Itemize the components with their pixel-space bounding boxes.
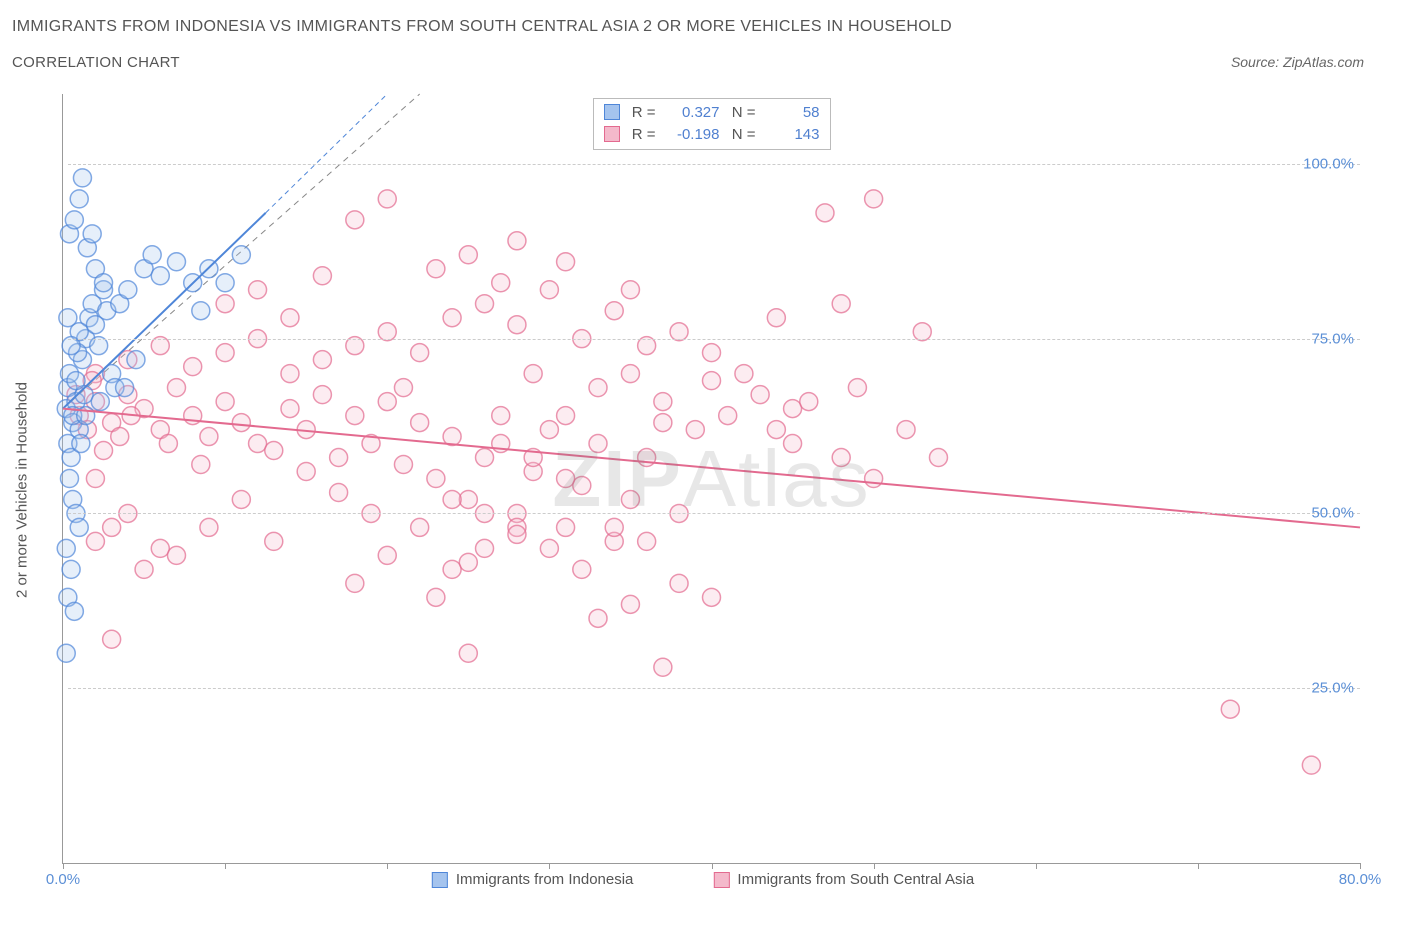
legend-label: Immigrants from South Central Asia (737, 871, 974, 888)
y-tick-label: 50.0% (1311, 505, 1354, 522)
r-value: 0.327 (664, 104, 720, 121)
legend-stat-row: R = 0.327 N = 58 (604, 101, 820, 123)
x-tick (225, 863, 226, 869)
x-tick (712, 863, 713, 869)
legend-swatch (432, 872, 448, 888)
correlation-legend: R = 0.327 N = 58 R = -0.198 N = 143 (593, 98, 831, 150)
x-tick-label: 80.0% (1339, 871, 1382, 888)
n-value: 58 (764, 104, 820, 121)
grid-line (68, 164, 1360, 165)
chart-source: Source: ZipAtlas.com (1231, 54, 1364, 70)
legend-swatch (713, 872, 729, 888)
legend-item: Immigrants from South Central Asia (713, 871, 974, 888)
chart-svg (63, 94, 1360, 863)
y-tick-label: 25.0% (1311, 680, 1354, 697)
r-value: -0.198 (664, 126, 720, 143)
series-legend: Immigrants from Indonesia Immigrants from… (432, 871, 974, 888)
x-tick (874, 863, 875, 869)
x-tick (1360, 863, 1361, 869)
legend-item: Immigrants from Indonesia (432, 871, 634, 888)
grid-line (68, 688, 1360, 689)
y-tick-label: 75.0% (1311, 330, 1354, 347)
grid-line (68, 339, 1360, 340)
chart-title: IMMIGRANTS FROM INDONESIA VS IMMIGRANTS … (12, 18, 1394, 36)
y-tick-label: 100.0% (1303, 155, 1354, 172)
legend-stat-row: R = -0.198 N = 143 (604, 123, 820, 145)
x-tick (1198, 863, 1199, 869)
x-tick (549, 863, 550, 869)
n-value: 143 (764, 126, 820, 143)
r-label: R = (628, 126, 656, 143)
x-tick (63, 863, 64, 869)
x-tick-label: 0.0% (46, 871, 80, 888)
r-label: R = (628, 104, 656, 121)
n-label: N = (728, 104, 756, 121)
chart-subtitle: CORRELATION CHART (12, 54, 180, 71)
plot-area: ZIPAtlas R = 0.327 N = 58 R = -0.198 N =… (62, 94, 1360, 864)
legend-swatch (604, 126, 620, 142)
chart-container: 2 or more Vehicles in Household ZIPAtlas… (10, 90, 1396, 890)
y-axis-title: 2 or more Vehicles in Household (14, 382, 31, 598)
x-tick (1036, 863, 1037, 869)
legend-label: Immigrants from Indonesia (456, 871, 634, 888)
legend-swatch (604, 104, 620, 120)
n-label: N = (728, 126, 756, 143)
x-tick (387, 863, 388, 869)
grid-line (68, 513, 1360, 514)
